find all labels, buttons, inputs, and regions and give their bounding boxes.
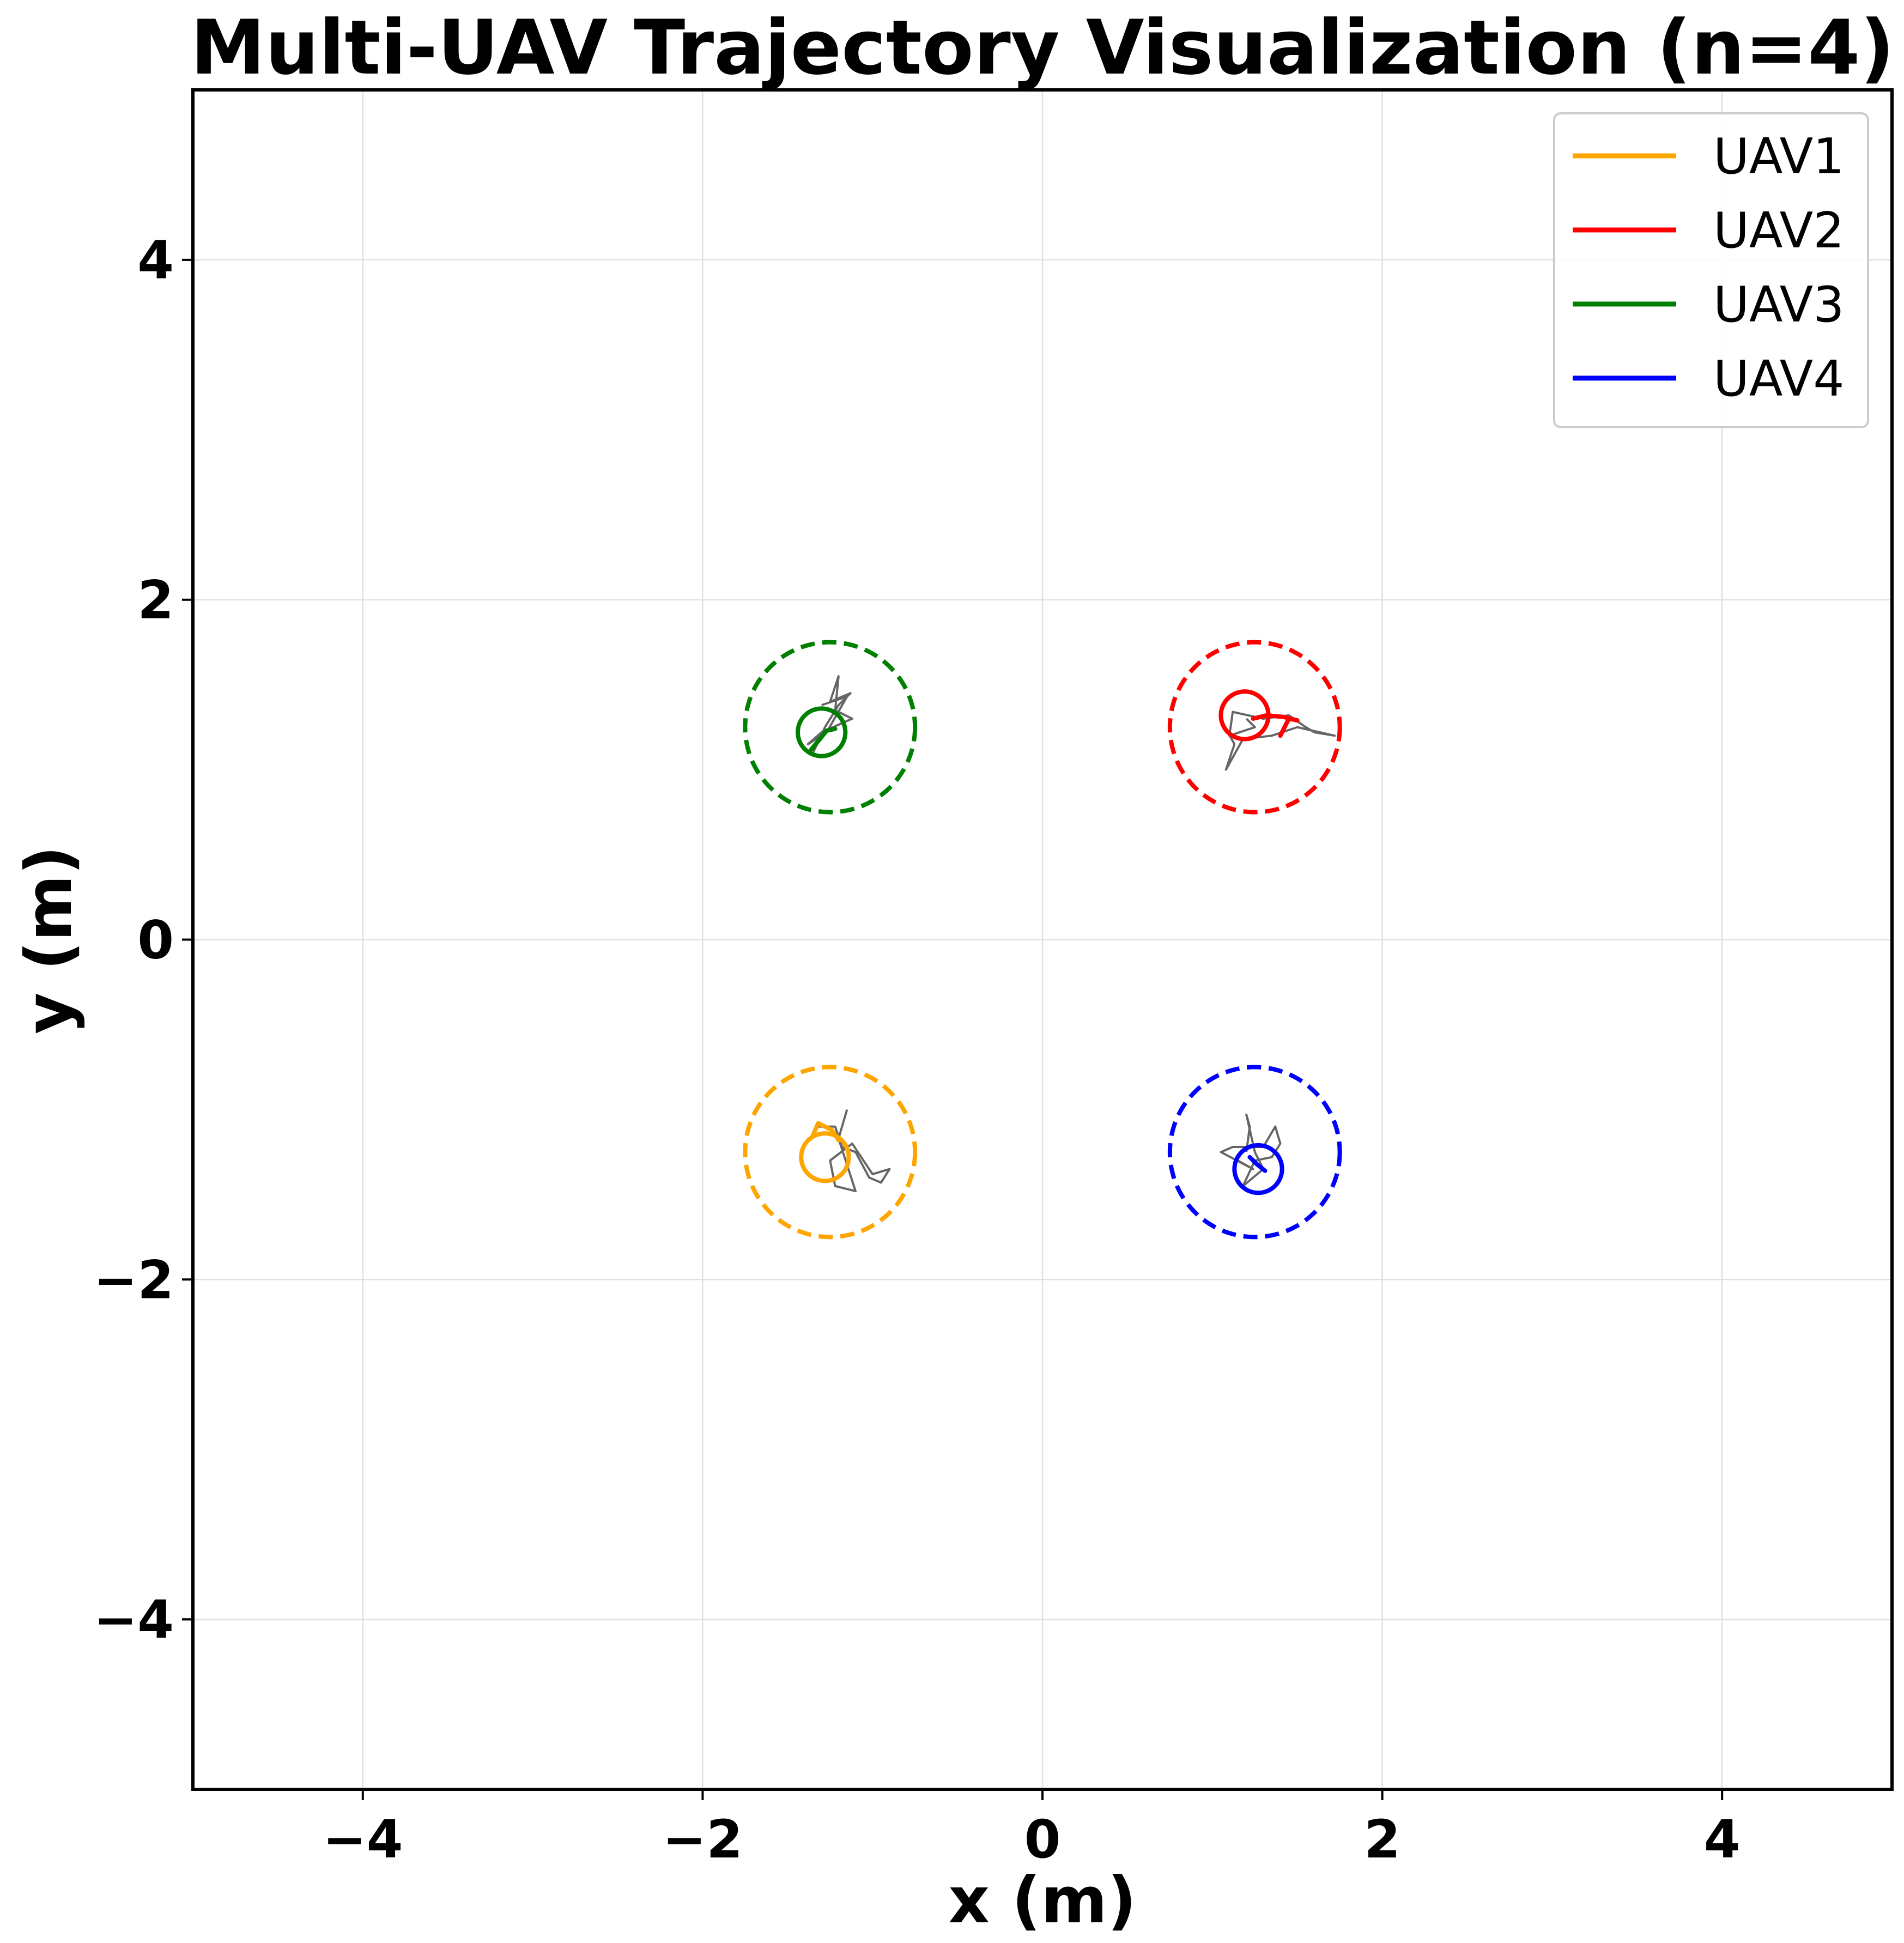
legend-label: UAV4 — [1713, 350, 1845, 408]
x-tick-label: 2 — [1364, 1809, 1400, 1870]
uav-1-group — [743, 1065, 918, 1240]
x-axis-label: x (m) — [948, 1863, 1136, 1938]
legend: UAV1 UAV2 UAV3 UAV4 — [1553, 112, 1869, 428]
plot-area — [743, 640, 1342, 1240]
target-zone-circle — [743, 640, 918, 815]
current-position-circle — [1232, 1143, 1284, 1195]
uav-2-group — [1167, 640, 1342, 815]
noisy-path-line — [1221, 711, 1336, 771]
trajectory-line — [1247, 1155, 1268, 1173]
y-tick-label: 2 — [137, 570, 174, 631]
x-tick-label: −2 — [663, 1809, 743, 1870]
noisy-path-line — [1220, 1113, 1282, 1187]
trajectory-line — [809, 726, 838, 752]
x-tick-label: −4 — [323, 1809, 403, 1870]
noisy-path-line — [816, 1109, 891, 1193]
legend-box — [1553, 112, 1869, 428]
y-axis-label: y (m) — [11, 846, 86, 1034]
legend-label: UAV2 — [1713, 202, 1845, 259]
chart-title: Multi-UAV Trajectory Visualization (n=4) — [191, 4, 1895, 92]
y-tick-label: 0 — [137, 910, 174, 971]
uav-3-group — [743, 640, 918, 815]
current-position-circle — [799, 1131, 851, 1183]
current-position-circle — [796, 706, 848, 758]
target-zone-circle — [1167, 640, 1342, 815]
legend-label: UAV1 — [1713, 128, 1845, 185]
x-tick-label: 4 — [1704, 1809, 1741, 1870]
legend-label: UAV3 — [1713, 276, 1845, 333]
uav-4-group — [1167, 1065, 1342, 1240]
y-tick-label: −4 — [94, 1589, 174, 1650]
target-zone-circle — [1167, 1065, 1342, 1240]
y-tick-label: −2 — [94, 1249, 174, 1310]
current-position-circle — [1218, 689, 1271, 742]
axis-ticks: −4 −2 0 2 4 −4 −2 0 2 4 — [94, 230, 1741, 1870]
target-zone-circle — [743, 1065, 918, 1240]
x-tick-label: 0 — [1024, 1809, 1061, 1870]
y-tick-label: 4 — [137, 230, 174, 291]
